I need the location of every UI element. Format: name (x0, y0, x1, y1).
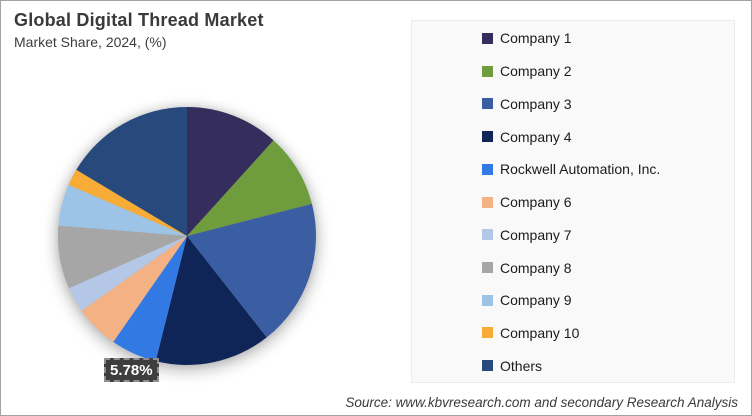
legend-swatch (482, 163, 493, 175)
legend-item-company-8: Company 8 (482, 251, 734, 284)
pie-chart-svg (58, 107, 317, 366)
page-title: Global Digital Thread Market (14, 10, 264, 30)
legend-swatch (482, 196, 493, 208)
pie-slice-others (76, 107, 187, 236)
legend-item-company-6: Company 6 (482, 186, 734, 219)
legend-swatch (482, 360, 493, 372)
legend-label: Company 7 (500, 226, 572, 243)
pie-chart (48, 97, 326, 375)
pie-slice-company-7 (69, 236, 187, 311)
legend-item-company-4: Company 4 (482, 120, 734, 153)
pie-slice-company-1 (187, 107, 274, 236)
pie-slice-company-4 (155, 236, 267, 366)
pie-slice-company-6 (81, 236, 187, 342)
legend-swatch (482, 294, 493, 306)
legend-label: Company 1 (500, 30, 572, 47)
legend-swatch (482, 229, 493, 241)
legend-item-company-2: Company 2 (482, 55, 734, 88)
legend-swatch (482, 327, 493, 339)
legend-label: Company 8 (500, 259, 572, 276)
legend-item-company-1: Company 1 (482, 22, 734, 55)
pie-slice-company-8 (58, 225, 187, 289)
legend-label: Rockwell Automation, Inc. (500, 161, 661, 178)
legend-label: Company 4 (500, 128, 572, 145)
legend-item-company-10: Company 10 (482, 317, 734, 350)
pie-slice-company-10 (68, 169, 187, 236)
legend-label: Company 6 (500, 194, 572, 211)
legend-swatch (482, 32, 493, 44)
pie-slice-company-3 (187, 203, 317, 338)
legend-label: Company 2 (500, 63, 572, 80)
page-subtitle: Market Share, 2024, (%) (14, 34, 167, 50)
chart-legend: Company 1 Company 2 Company 3 Company 4 Rock… (411, 20, 735, 383)
legend-item-others: Others (482, 349, 734, 382)
legend-swatch (482, 131, 493, 143)
legend-item-rockwell-automation-inc: Rockwell Automation, Inc. (482, 153, 734, 186)
legend-swatch (482, 98, 493, 110)
legend-swatch (482, 262, 493, 273)
source-attribution: Source: www.kbvresearch.com and secondar… (345, 395, 738, 410)
pie-slice-company-9 (58, 184, 187, 236)
legend-item-company-3: Company 3 (482, 87, 734, 120)
legend-label: Others (500, 357, 543, 374)
legend-label: Company 10 (500, 324, 580, 341)
pie-slice-company-2 (187, 140, 312, 236)
legend-label: Company 9 (500, 292, 572, 309)
legend-swatch (482, 65, 493, 77)
legend-label: Company 3 (500, 95, 572, 112)
legend-item-company-9: Company 9 (482, 284, 734, 317)
pie-slice-rockwell-automation-inc (113, 236, 187, 362)
pie-data-label: 5.78% (104, 358, 159, 382)
legend-item-company-7: Company 7 (482, 218, 734, 251)
